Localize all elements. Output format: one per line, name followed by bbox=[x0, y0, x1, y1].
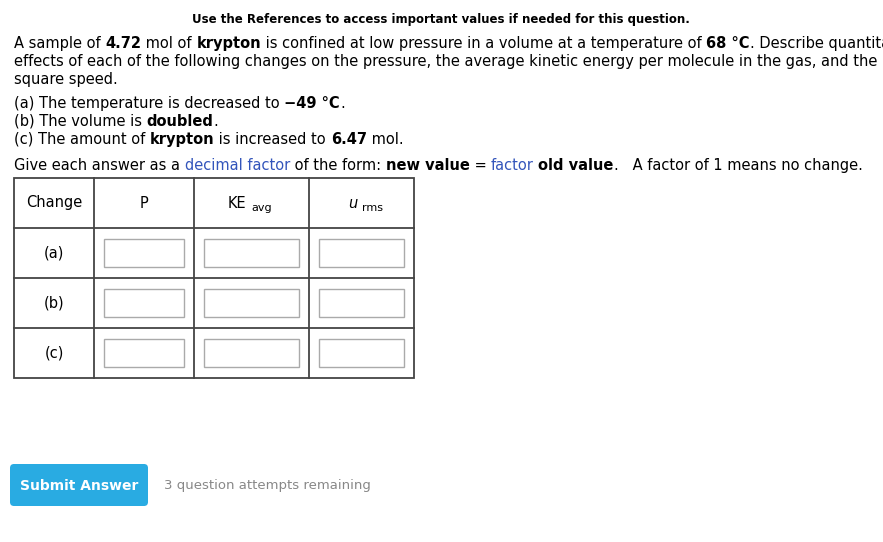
Text: effects of each of the following changes on the pressure, the average kinetic en: effects of each of the following changes… bbox=[14, 54, 883, 69]
Text: (b) The volume is: (b) The volume is bbox=[14, 114, 147, 129]
Text: KE: KE bbox=[228, 196, 246, 210]
Text: . Describe quantitatively the: . Describe quantitatively the bbox=[750, 36, 883, 51]
Text: is confined at low pressure in a volume at a temperature of: is confined at low pressure in a volume … bbox=[261, 36, 706, 51]
Text: (c) The amount of: (c) The amount of bbox=[14, 132, 150, 147]
Text: doubled: doubled bbox=[147, 114, 214, 129]
Bar bbox=[14, 178, 414, 378]
Text: .: . bbox=[340, 96, 344, 111]
Text: rms: rms bbox=[362, 203, 383, 213]
Text: .   A factor of 1 means no change.: . A factor of 1 means no change. bbox=[614, 158, 863, 173]
Text: decimal factor: decimal factor bbox=[185, 158, 290, 173]
Text: (c): (c) bbox=[44, 345, 64, 360]
Text: u: u bbox=[348, 196, 358, 210]
Text: krypton: krypton bbox=[150, 132, 215, 147]
FancyBboxPatch shape bbox=[10, 464, 148, 506]
Text: krypton: krypton bbox=[196, 36, 261, 51]
Bar bbox=[104, 339, 184, 367]
Text: (a): (a) bbox=[44, 246, 64, 261]
Bar bbox=[319, 239, 404, 267]
Bar bbox=[104, 239, 184, 267]
Bar bbox=[204, 339, 299, 367]
Text: .: . bbox=[214, 114, 218, 129]
Text: 68 °C: 68 °C bbox=[706, 36, 750, 51]
Text: A sample of: A sample of bbox=[14, 36, 105, 51]
Text: avg: avg bbox=[251, 203, 272, 213]
Text: −49 °C: −49 °C bbox=[284, 96, 340, 111]
Text: Change: Change bbox=[26, 196, 82, 210]
Text: =: = bbox=[470, 158, 491, 173]
Text: mol.: mol. bbox=[366, 132, 404, 147]
Text: new value: new value bbox=[386, 158, 470, 173]
Text: square speed.: square speed. bbox=[14, 72, 117, 87]
Text: (b): (b) bbox=[43, 295, 64, 311]
Text: Use the References to access important values if needed for this question.: Use the References to access important v… bbox=[192, 13, 690, 26]
Text: is increased to: is increased to bbox=[215, 132, 331, 147]
Text: Give each answer as a: Give each answer as a bbox=[14, 158, 185, 173]
Text: of the form:: of the form: bbox=[290, 158, 386, 173]
Text: (a) The temperature is decreased to: (a) The temperature is decreased to bbox=[14, 96, 284, 111]
Text: 4.72: 4.72 bbox=[105, 36, 141, 51]
Text: factor: factor bbox=[491, 158, 533, 173]
Text: mol of: mol of bbox=[141, 36, 196, 51]
Bar bbox=[104, 289, 184, 317]
Bar bbox=[319, 339, 404, 367]
Bar bbox=[204, 289, 299, 317]
Text: old value: old value bbox=[539, 158, 614, 173]
Text: 3 question attempts remaining: 3 question attempts remaining bbox=[164, 480, 371, 493]
Text: P: P bbox=[140, 196, 148, 210]
Text: 6.47: 6.47 bbox=[331, 132, 366, 147]
Text: Submit Answer: Submit Answer bbox=[19, 479, 138, 493]
Bar bbox=[204, 239, 299, 267]
Bar bbox=[319, 289, 404, 317]
